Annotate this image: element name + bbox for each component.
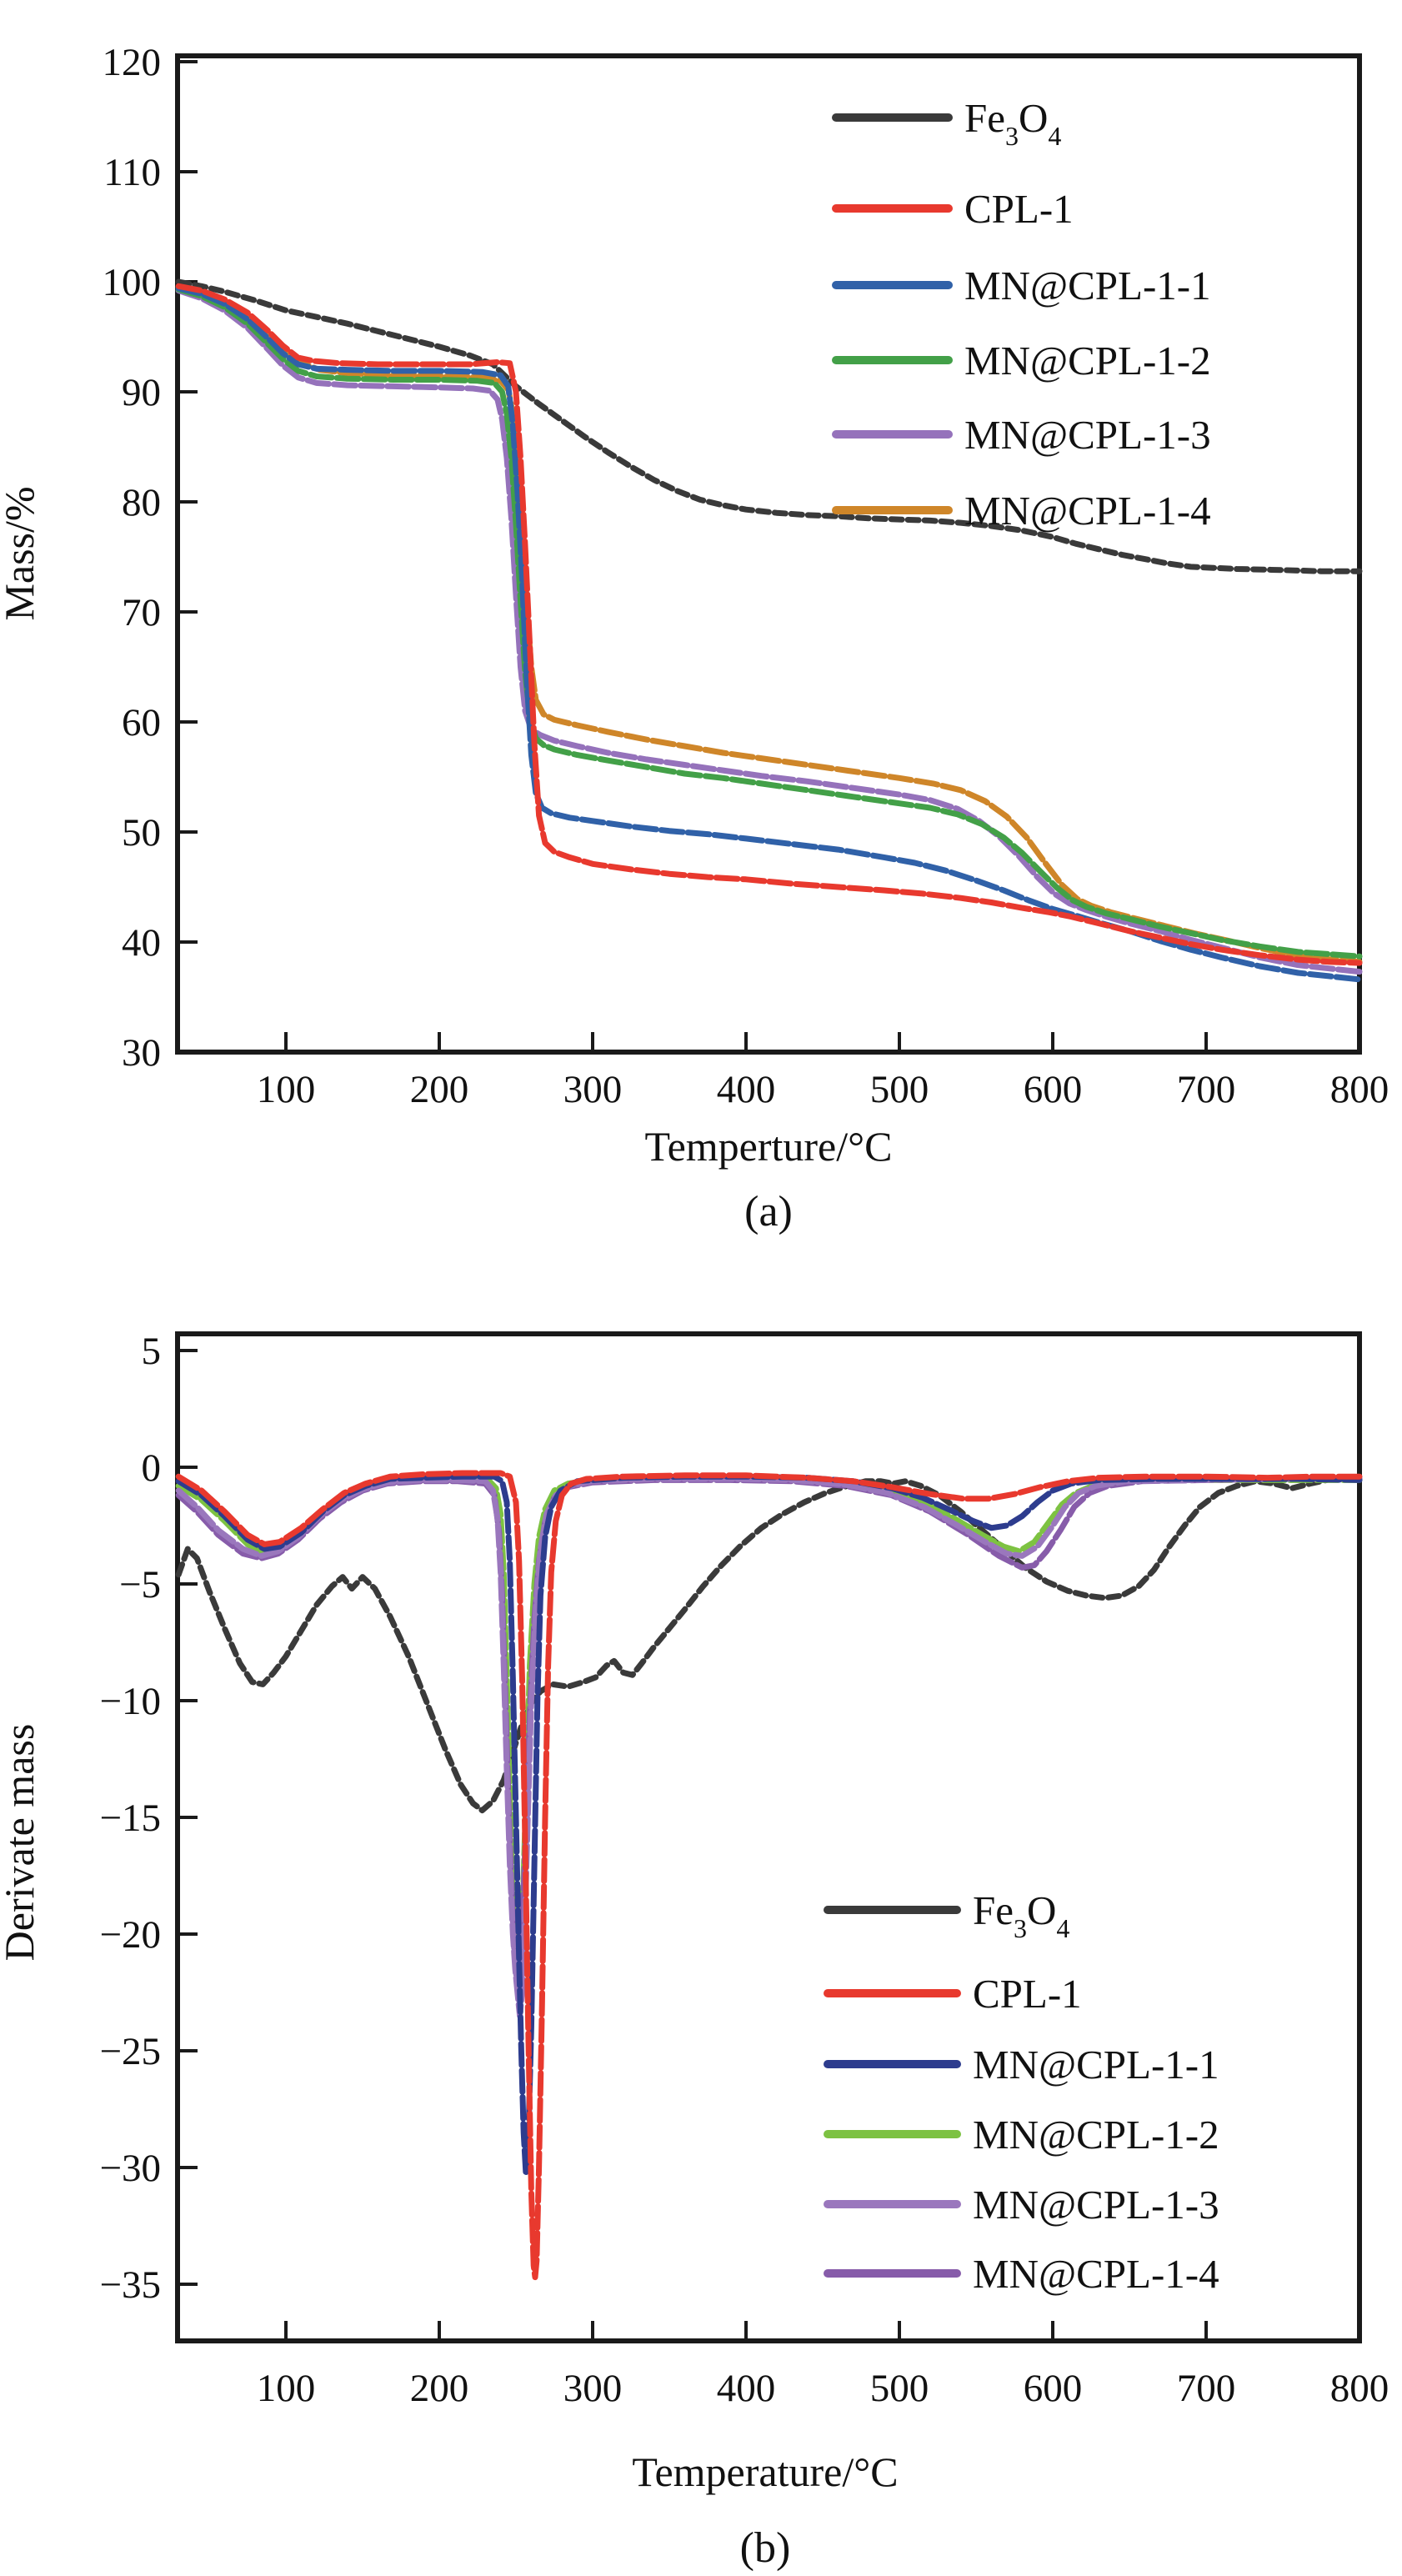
x-tick-label: 700	[1177, 1068, 1236, 1111]
y-tick-label: 5	[142, 1330, 162, 1373]
x-tick-label: 700	[1177, 2367, 1236, 2410]
x-tick-label: 500	[870, 2367, 929, 2410]
legend-label-mn-cpl-1-1: MN@CPL-1-1	[964, 263, 1211, 308]
y-tick-label: 110	[103, 151, 161, 194]
legend-label-mn-cpl-1-4: MN@CPL-1-4	[973, 2251, 1219, 2297]
x-axis-title: Temperture/°C	[645, 1123, 893, 1170]
legend-label-cpl-1: CPL-1	[973, 1971, 1082, 2017]
x-tick-label: 800	[1330, 1068, 1389, 1111]
legend-label-mn-cpl-1-3: MN@CPL-1-3	[973, 2182, 1219, 2228]
x-tick-label: 200	[410, 2367, 469, 2410]
y-tick-label: 0	[142, 1446, 162, 1490]
series-line-mn-cpl-1-1	[175, 285, 1363, 983]
y-tick-label: 70	[122, 591, 161, 634]
y-tick-label: −5	[119, 1563, 161, 1606]
series-line-mn-cpl-1-3	[175, 288, 1363, 975]
series-line-mn-cpl-1-3	[175, 1476, 1363, 2019]
panel-b-chart: 100 200 300 400 500 600 700 800 5 0 −5 −10 −15 −20 −25…	[0, 1330, 1389, 2572]
y-tick-label: −15	[99, 1797, 161, 1840]
legend-label-fe3o4: Fe3O4	[964, 95, 1061, 151]
plot-border	[175, 1331, 1362, 2343]
legend-label-cpl-1: CPL-1	[964, 186, 1074, 232]
y-tick-label: 80	[122, 481, 161, 524]
y-tick-label: 40	[122, 921, 161, 965]
x-tick-label: 100	[257, 2367, 316, 2410]
x-tick-label: 100	[257, 1068, 316, 1111]
series-line-cpl-1	[175, 283, 1363, 966]
legend-label-fe3o4: Fe3O4	[973, 1887, 1069, 1943]
y-tick-label: 120	[103, 41, 162, 84]
series-line-fe3o4	[175, 1476, 1363, 1814]
series-line-fe3o4	[175, 278, 1363, 574]
series-line-mn-cpl-1-2	[175, 286, 1363, 960]
legend-label-mn-cpl-1-4: MN@CPL-1-4	[964, 488, 1211, 534]
x-axis-title: Temperature/°C	[632, 2448, 898, 2495]
y-tick-label: −25	[99, 2030, 161, 2073]
y-tick-label: 100	[103, 261, 162, 304]
x-tick-label: 800	[1330, 2367, 1389, 2410]
y-tick-label: 90	[122, 371, 161, 414]
series-line-mn-cpl-1-4	[175, 1476, 1363, 1991]
plot-border	[175, 53, 1362, 1055]
legend-label-mn-cpl-1-2: MN@CPL-1-2	[964, 338, 1211, 383]
legend-label-mn-cpl-1-3: MN@CPL-1-3	[964, 412, 1211, 458]
x-tick-label: 500	[870, 1068, 929, 1111]
legend-label-mn-cpl-1-2: MN@CPL-1-2	[973, 2112, 1219, 2158]
x-tick-label: 300	[563, 1068, 623, 1111]
y-tick-label: −10	[99, 1680, 161, 1723]
y-tick-label: −30	[99, 2147, 161, 2190]
panel-a-chart: 100 200 300 400 500 600 700 800 120 110 100 90 80 70 6…	[0, 41, 1389, 1235]
x-tick-label: 600	[1024, 2367, 1083, 2410]
y-tick-label: 30	[122, 1031, 161, 1075]
x-tick-label: 400	[717, 1068, 776, 1111]
panel-caption: (b)	[740, 2524, 791, 2572]
y-tick-label: 60	[122, 701, 161, 744]
y-tick-label: 50	[122, 811, 161, 854]
x-tick-label: 300	[563, 2367, 623, 2410]
y-axis-title: Derivate mass	[0, 1724, 43, 1962]
series-line-mn-cpl-1-4	[175, 284, 1363, 965]
y-tick-label: −35	[99, 2263, 161, 2307]
y-axis-title: Mass/%	[0, 486, 43, 620]
panel-caption: (a)	[744, 1188, 793, 1235]
x-tick-label: 200	[410, 1068, 469, 1111]
x-tick-label: 400	[717, 2367, 776, 2410]
legend-label-mn-cpl-1-1: MN@CPL-1-1	[973, 2042, 1219, 2087]
series-line-cpl-1	[175, 1470, 1363, 2281]
y-tick-label: −20	[99, 1913, 161, 1957]
series-line-mn-cpl-1-2	[175, 1476, 1363, 1984]
x-tick-label: 600	[1024, 1068, 1083, 1111]
